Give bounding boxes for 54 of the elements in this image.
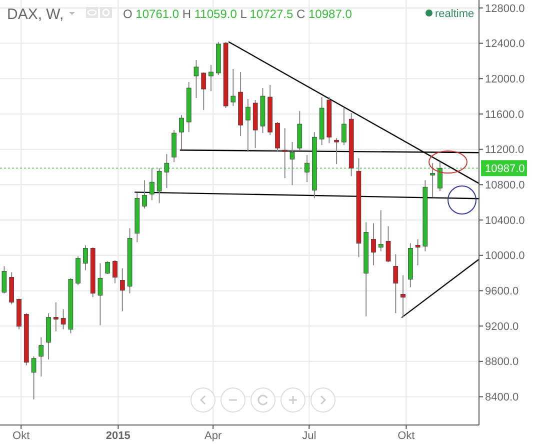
candlestick [179, 114, 184, 150]
y-tick-label: 9200.0 [485, 320, 519, 333]
candlestick [98, 262, 103, 326]
candlestick [120, 268, 125, 312]
y-tick-label: 8400.0 [485, 392, 519, 404]
x-tick-label: Okt [398, 430, 415, 442]
candlestick [54, 302, 58, 332]
candlestick [31, 356, 36, 400]
candlestick [334, 138, 339, 165]
candlestick [246, 98, 250, 152]
candlestick [105, 260, 110, 274]
y-tick-label: 11200.0 [485, 144, 524, 156]
candlestick [400, 274, 406, 318]
y-tick-label: 12000.0 [485, 73, 525, 86]
x-tick-label: Jul [302, 430, 316, 442]
candlestick [83, 244, 88, 271]
candlestick [60, 308, 66, 330]
candlestick [304, 154, 310, 183]
candlestick [2, 266, 7, 294]
candlestick [378, 210, 384, 252]
x-tick-label: 2015 [106, 430, 130, 442]
candlestick [282, 128, 288, 179]
candlestick [164, 154, 170, 189]
candlestick [201, 72, 206, 111]
candlestick [371, 222, 376, 266]
candlestick [438, 161, 442, 192]
annotation: realtime [435, 8, 474, 20]
x-tick-label: Apr [204, 430, 222, 442]
candlestick [342, 108, 346, 146]
candlestick [430, 162, 435, 198]
y-tick-label: 8800.0 [485, 356, 519, 368]
candlestick [150, 168, 154, 201]
y-tick-label: 10400.0 [485, 214, 525, 227]
y-tick-label: 12400.0 [485, 38, 525, 50]
candlestick [290, 142, 295, 186]
candlestick [194, 59, 199, 99]
y-tick-label: 11600.0 [485, 108, 524, 121]
y-tick-label: 9600.0 [485, 286, 519, 298]
candlestick [386, 226, 391, 263]
chart-title: DAX, W, [7, 6, 64, 23]
candlestick [208, 64, 214, 92]
candlestick [112, 260, 118, 284]
candlestick [230, 68, 236, 107]
x-tick-label: Okt [12, 430, 30, 442]
candlestick [156, 168, 162, 204]
y-tick-label: 10000.0 [485, 250, 525, 262]
candlestick [393, 254, 398, 314]
candlestick [415, 238, 420, 266]
candlestick [142, 180, 147, 210]
y-tick-label: 10800.0 [485, 180, 525, 192]
candlestick [38, 336, 44, 377]
y-tick-label: 12800.0 [485, 2, 525, 15]
ref-line-label: 10987.0 [485, 162, 525, 175]
text: O 10761.0 H 11059.0 L 10727.5 C 10987.0 [123, 7, 352, 21]
